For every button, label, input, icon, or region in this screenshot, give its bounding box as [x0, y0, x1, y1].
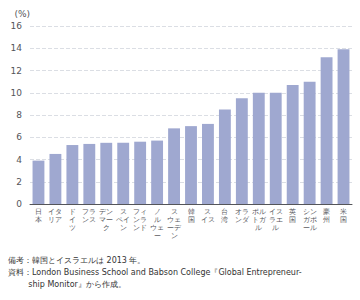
svg-text:オラ: オラ [235, 208, 249, 216]
svg-text:ノ: ノ [154, 208, 161, 216]
svg-text:湾: 湾 [221, 216, 228, 224]
svg-text:イス: イス [269, 208, 283, 216]
svg-text:マー: マー [99, 216, 113, 224]
svg-text:ル: ル [255, 224, 262, 232]
svg-text:シン: シン [303, 208, 317, 216]
svg-text:ラエ: ラエ [269, 216, 283, 224]
svg-text:2: 2 [16, 177, 22, 187]
svg-text:ド: ド [69, 208, 76, 216]
svg-text:ル: ル [272, 224, 279, 232]
svg-text:ンド: ンド [133, 224, 147, 232]
svg-text:ンス: ンス [82, 216, 96, 224]
svg-text:6: 6 [16, 132, 22, 142]
svg-text:イ: イ [69, 216, 76, 224]
svg-text:ンラ: ンラ [133, 216, 147, 224]
svg-text:ー: ー [154, 232, 161, 240]
svg-text:0: 0 [16, 199, 22, 209]
svg-text:豪: 豪 [323, 208, 330, 216]
svg-text:ール: ール [303, 224, 317, 232]
svg-text:ポル: ポル [252, 208, 266, 216]
svg-text:国: 国 [289, 216, 296, 224]
svg-text:(%): (%) [14, 9, 30, 19]
svg-text:ス: ス [204, 208, 211, 216]
svg-text:イタ: イタ [48, 208, 62, 216]
svg-text:フラ: フラ [82, 208, 96, 216]
svg-text:ク: ク [103, 224, 110, 232]
svg-text:本: 本 [35, 216, 42, 224]
svg-text:4: 4 [16, 155, 22, 165]
svg-text:台: 台 [221, 208, 228, 216]
svg-text:ル: ル [154, 216, 161, 224]
svg-text:ガポ: ガポ [303, 216, 317, 224]
svg-text:イス: イス [201, 216, 215, 224]
svg-text:国: 国 [188, 216, 195, 224]
svg-text:ウェ: ウェ [167, 216, 181, 224]
svg-text:ツ: ツ [69, 224, 76, 232]
svg-text:州: 州 [323, 216, 330, 224]
svg-text:英: 英 [289, 208, 296, 216]
svg-text:ウェ: ウェ [150, 224, 164, 232]
svg-text:ン: ン [171, 232, 178, 240]
svg-text:備考：韓国とイスラエルは 2013 年。: 備考：韓国とイスラエルは 2013 年。 [8, 256, 145, 265]
svg-text:10: 10 [11, 88, 23, 98]
svg-text:16: 16 [11, 21, 23, 31]
svg-text:国: 国 [340, 216, 347, 224]
svg-text:ペイ: ペイ [116, 216, 130, 224]
svg-text:ス: ス [120, 208, 127, 216]
svg-text:14: 14 [11, 43, 23, 53]
svg-text:ーデ: ーデ [167, 224, 182, 232]
svg-text:リア: リア [48, 216, 62, 224]
svg-text:フィ: フィ [133, 208, 147, 216]
svg-text:ス: ス [171, 208, 178, 216]
svg-text:米: 米 [340, 208, 347, 216]
svg-text:ship Monitor』から作成。: ship Monitor』から作成。 [8, 280, 126, 289]
svg-text:トガ: トガ [252, 216, 267, 224]
svg-text:ンダ: ンダ [235, 216, 250, 224]
svg-text:ン: ン [120, 224, 127, 232]
svg-text:デン: デン [99, 208, 113, 216]
svg-text:12: 12 [11, 66, 22, 76]
svg-text:資料：London Business School and: 資料：London Business School and Babson Col… [8, 268, 302, 277]
svg-text:8: 8 [16, 110, 22, 120]
svg-text:日: 日 [35, 208, 42, 216]
svg-text:韓: 韓 [188, 208, 195, 216]
